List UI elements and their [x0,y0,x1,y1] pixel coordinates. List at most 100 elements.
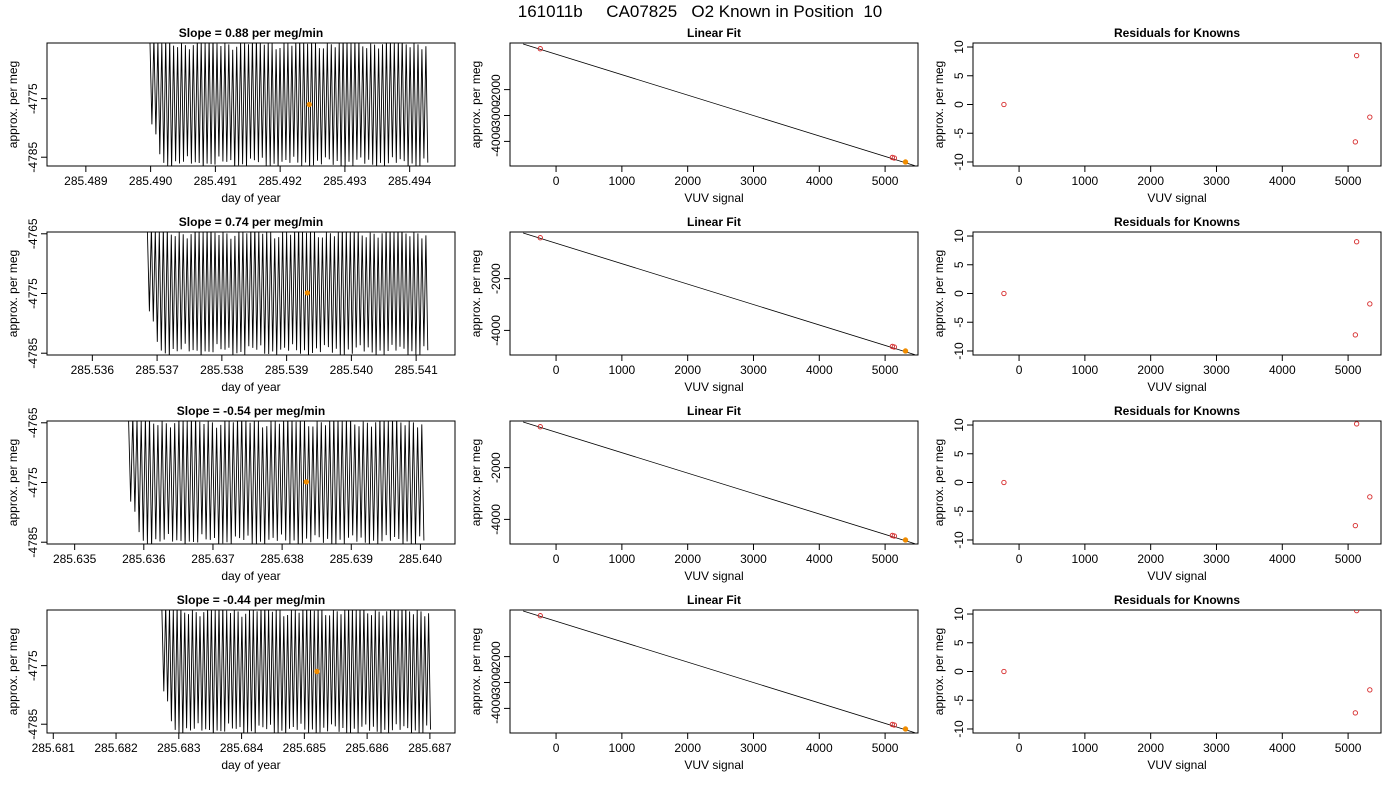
x-tick-label: 3000 [1203,363,1230,377]
x-tick-label: 5000 [872,363,899,377]
x-axis-label: day of year [221,380,280,394]
x-tick-label: 3000 [1203,552,1230,566]
plot-frame [46,609,456,734]
y-tick-label: 0 [952,290,966,297]
x-axis-label: day of year [221,191,280,205]
y-tick-label: -4785 [26,142,40,173]
x-tick-label: 1000 [1072,741,1099,755]
plot-frame [972,231,1382,356]
chart-panel-r3-c2: Residuals for Knowns 0 1000 2000 3000 4000 500… [932,593,1382,772]
x-tick-label: 285.538 [200,363,244,377]
x-tick-label: 5000 [1335,174,1362,188]
data-point [1354,239,1360,245]
y-tick-label: -3000 [489,100,503,131]
y-tick-label: -2000 [489,641,503,672]
y-tick-label: 10 [952,229,966,243]
x-tick-label: 285.489 [64,174,108,188]
data-point [1001,290,1007,297]
x-tick-label: 1000 [609,741,636,755]
data-point [537,235,543,241]
data-point [1367,494,1373,500]
chart-panel-r3-c0: Slope = -0.44 per meg/min 285.681 285.682 2… [6,593,456,772]
panel-title: Slope = 0.74 per meg/min [179,215,323,229]
x-tick-label: 285.494 [388,174,432,188]
x-tick-label: 1000 [1072,363,1099,377]
y-tick-label: 0 [952,101,966,108]
y-tick-label: -10 [952,720,966,738]
y-tick-label: -5 [952,506,966,517]
data-trace [161,610,431,733]
x-axis-label: VUV signal [1147,380,1206,394]
x-tick-label: 285.684 [220,741,264,755]
y-axis-label: approx. per meg [6,439,20,526]
x-tick-label: 285.683 [157,741,201,755]
y-tick-label: -4000 [489,693,503,724]
y-tick-label: 10 [952,418,966,432]
highlight-point [902,348,909,354]
y-tick-label: 5 [952,450,966,457]
y-tick-label: -2000 [489,452,503,483]
y-axis-label: approx. per meg [932,439,946,526]
chart-panel-r0-c0: Slope = 0.88 per meg/min 285.489 285.490 28… [6,26,456,205]
x-tick-label: 1000 [1072,174,1099,188]
x-tick-label: 285.491 [194,174,238,188]
x-tick-label: 285.686 [345,741,389,755]
chart-panel-r2-c0: Slope = -0.54 per meg/min 285.635 285.636 2… [6,404,456,583]
data-trace [128,421,425,544]
y-tick-label: -4765 [26,407,40,438]
plot-area [1001,52,1373,145]
x-axis-label: VUV signal [684,380,743,394]
plot-frame [509,42,919,167]
panel-title: Residuals for Knowns [1114,404,1240,418]
data-point [1354,610,1360,614]
plot-frame [972,609,1382,734]
panel-title: Slope = -0.44 per meg/min [177,593,325,607]
y-tick-label: 0 [952,479,966,486]
y-axis-label: approx. per meg [469,628,483,715]
y-tick-label: -4775 [26,83,40,114]
x-tick-label: 2000 [1137,363,1164,377]
chart-panel-r2-c2: Residuals for Knowns 0 1000 2000 3000 4000 500… [932,404,1382,583]
x-tick-label: 4000 [806,363,833,377]
x-axis-label: VUV signal [684,758,743,772]
x-tick-label: 285.640 [399,552,443,566]
x-tick-label: 285.540 [330,363,374,377]
panel-title: Linear Fit [687,215,741,229]
highlight-point [902,159,909,165]
data-point [1001,479,1007,486]
y-tick-label: 10 [952,607,966,621]
y-tick-label: -3000 [489,667,503,698]
x-tick-label: 2000 [674,741,701,755]
x-tick-label: 3000 [740,741,767,755]
x-tick-label: 285.537 [135,363,179,377]
x-tick-label: 0 [553,552,560,566]
x-tick-label: 285.492 [258,174,302,188]
fit-line [523,421,915,544]
data-point [1001,668,1007,675]
x-tick-label: 285.541 [394,363,438,377]
panel-title: Linear Fit [687,404,741,418]
y-axis-label: approx. per meg [469,439,483,526]
y-tick-label: -2000 [489,263,503,294]
plot-frame [46,42,456,167]
plot-area [149,43,429,166]
y-tick-label: -4775 [26,467,40,498]
y-axis-label: approx. per meg [469,250,483,337]
chart-panel-r2-c1: Linear Fit 0 1000 2000 3000 4000 5000 VUV signa… [469,404,919,583]
x-axis-label: VUV signal [1147,758,1206,772]
data-point [537,613,543,619]
x-tick-label: 285.490 [129,174,173,188]
y-axis-label: approx. per meg [932,250,946,337]
x-tick-label: 4000 [806,552,833,566]
plot-frame [509,420,919,545]
panel-title: Residuals for Knowns [1114,593,1240,607]
y-tick-label: 5 [952,72,966,79]
plot-area [523,43,915,166]
x-tick-label: 2000 [1137,174,1164,188]
data-point [537,424,543,430]
data-point [891,344,897,350]
plot-area [523,421,915,544]
fit-line [523,232,915,355]
y-tick-label: -4785 [26,709,40,740]
x-tick-label: 3000 [740,363,767,377]
